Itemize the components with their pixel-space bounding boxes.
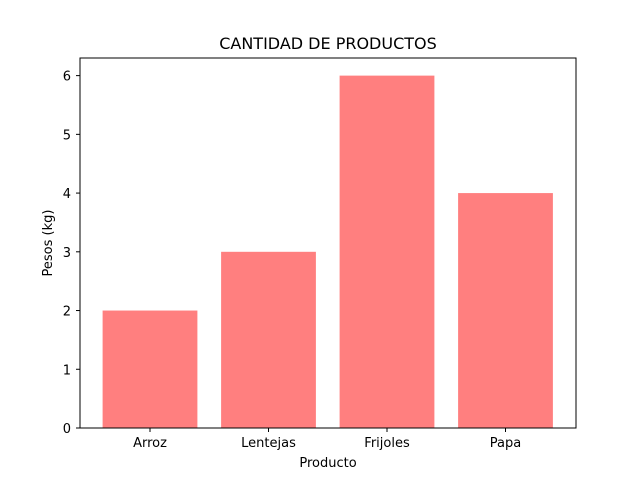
x-tick-label: Arroz — [133, 436, 167, 451]
y-tick-label: 4 — [63, 187, 71, 202]
bar-papa — [458, 193, 553, 428]
bars-layer — [102, 75, 553, 428]
bar-lentejas — [221, 251, 316, 428]
bar-arroz — [102, 310, 198, 428]
chart-title: CANTIDAD DE PRODUCTOS — [219, 34, 437, 53]
y-axis-label: Pesos (kg) — [41, 210, 56, 277]
x-tick-label: Papa — [490, 436, 521, 451]
x-tick-label: Frijoles — [364, 436, 410, 451]
y-tick-label: 0 — [63, 422, 71, 437]
ticks-layer: Arroz Lentejas Frijoles Papa 0 1 2 3 4 5 6 — [63, 70, 522, 451]
y-tick-label: 1 — [63, 363, 71, 378]
x-tick-label: Lentejas — [241, 436, 296, 451]
y-tick-label: 6 — [63, 70, 71, 85]
y-tick-label: 5 — [63, 128, 71, 143]
x-axis-label: Producto — [299, 456, 356, 471]
y-tick-label: 2 — [63, 305, 71, 320]
y-tick-label: 3 — [63, 246, 71, 261]
plot-frame — [79, 57, 577, 429]
bar-frijoles — [339, 75, 435, 428]
